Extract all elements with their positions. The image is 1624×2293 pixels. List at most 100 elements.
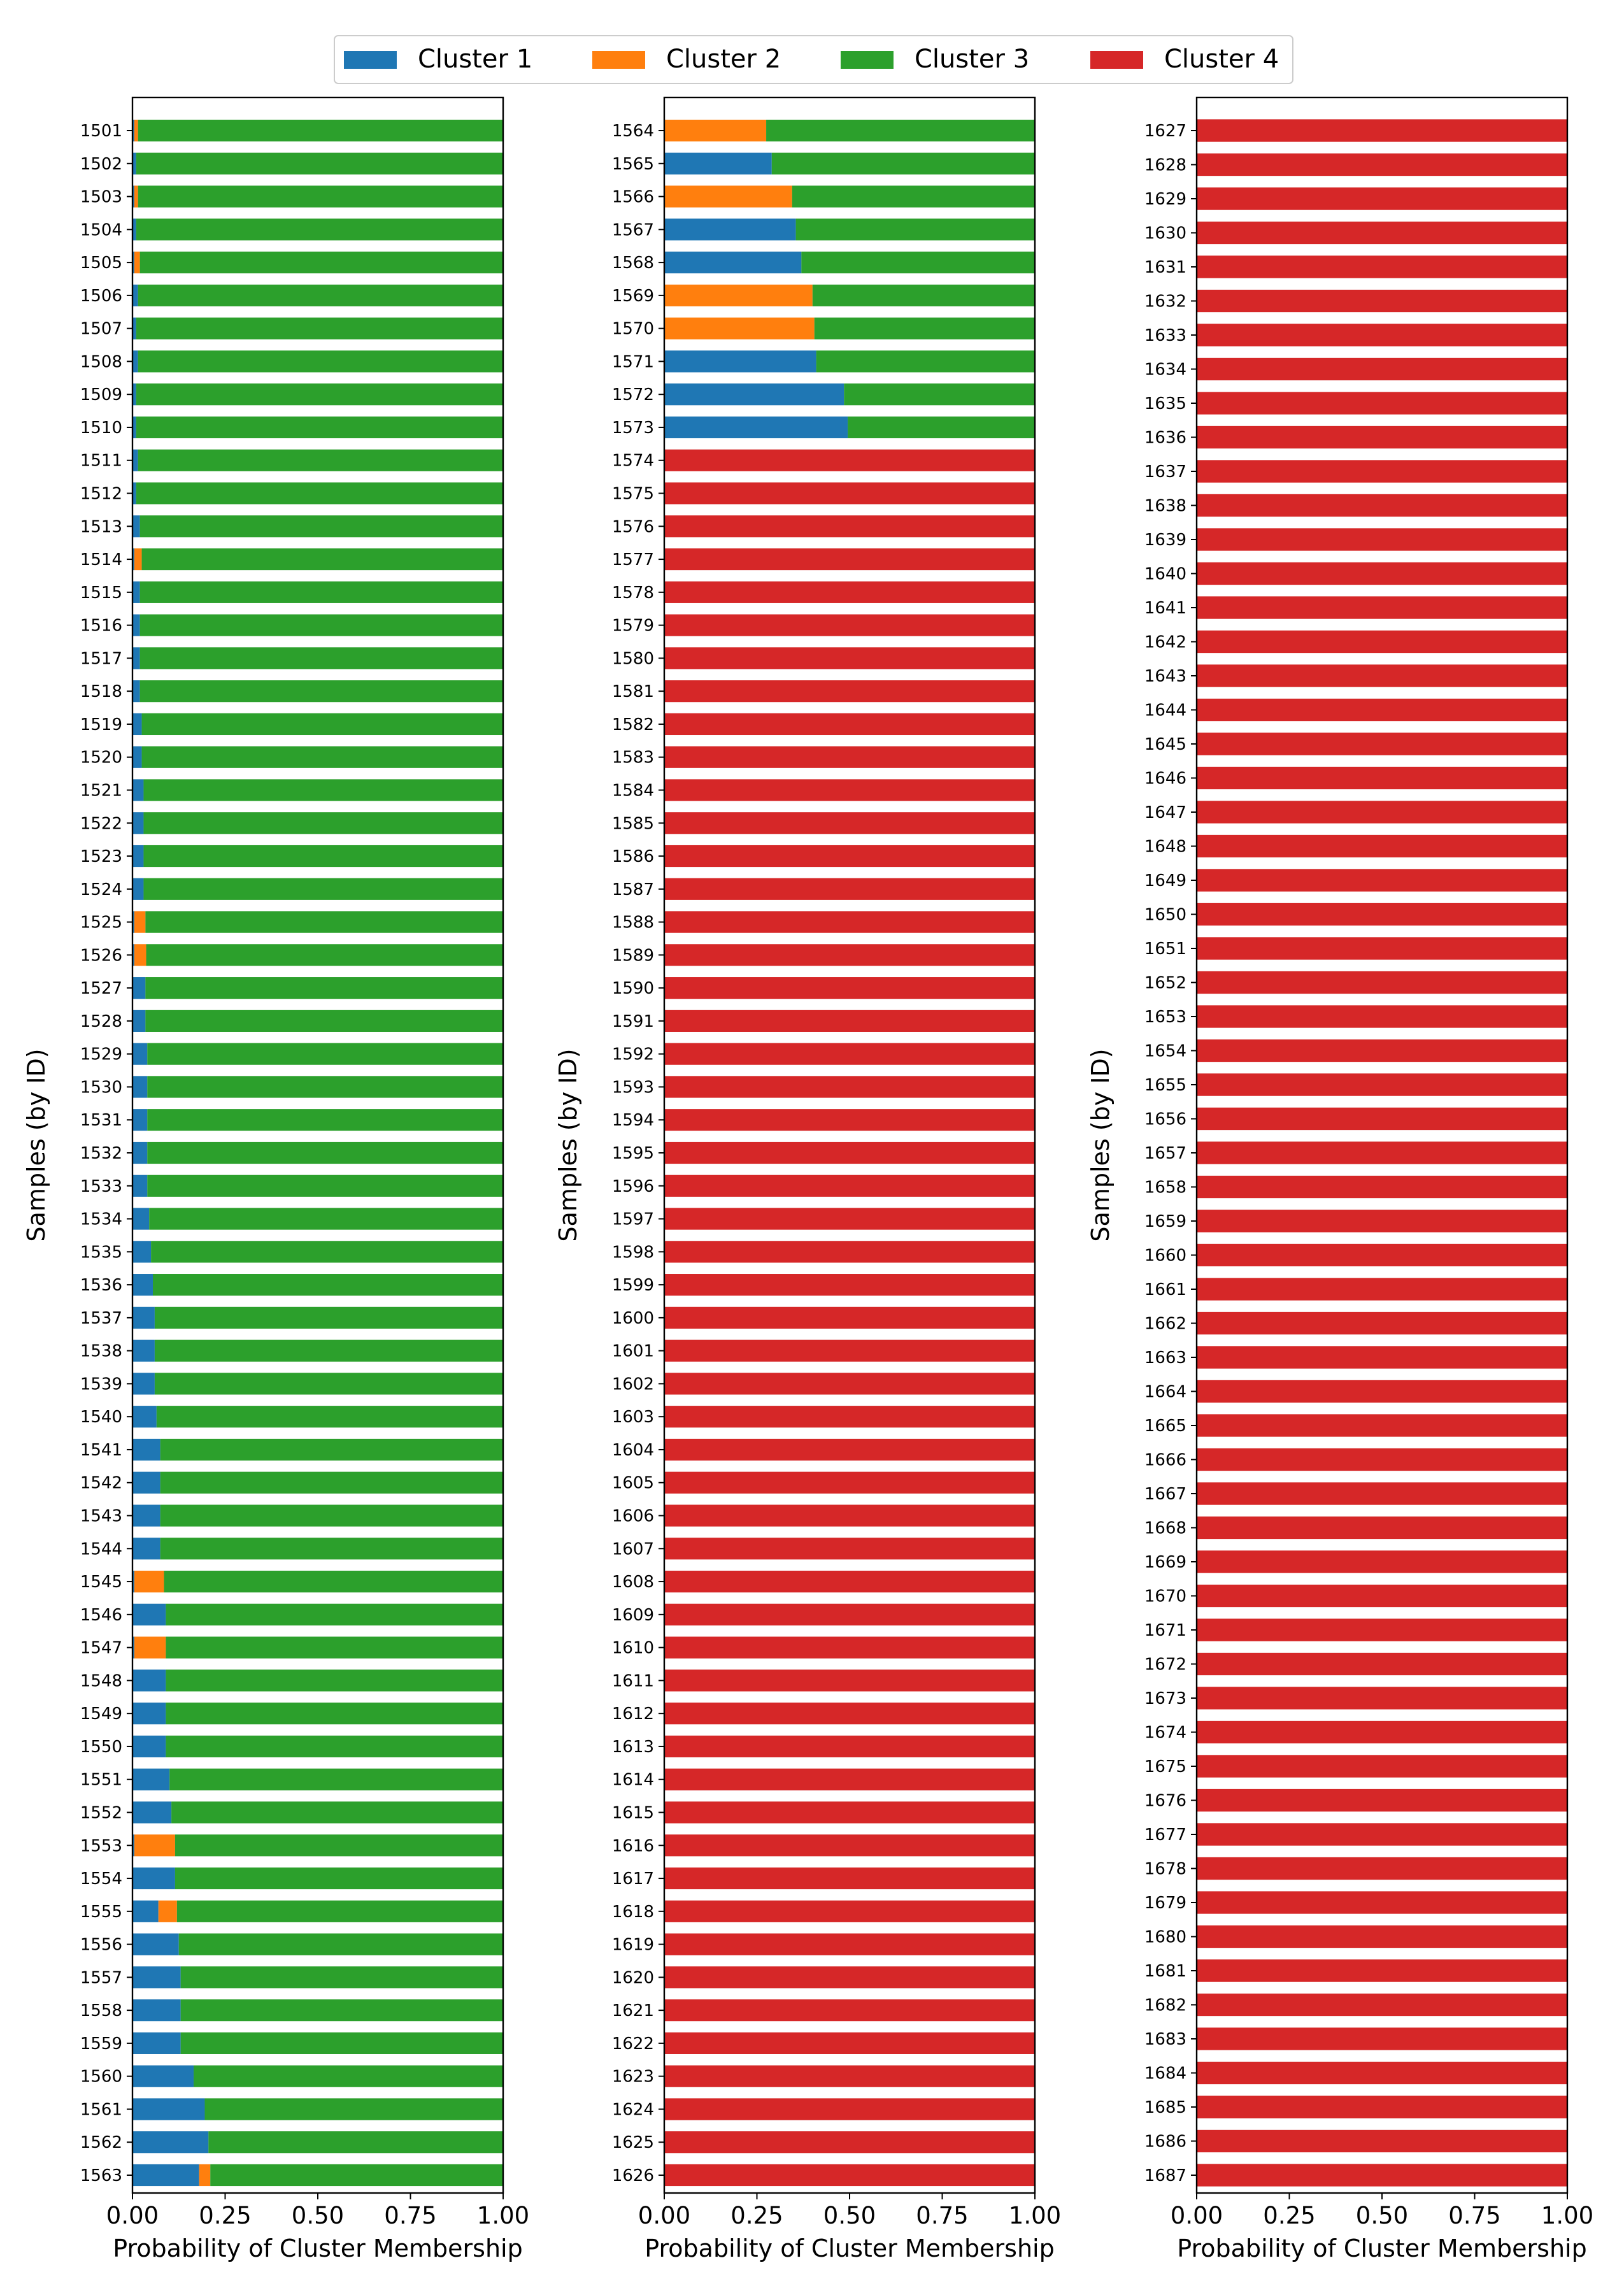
y-tick-label: 1523 [80, 847, 122, 866]
bar-1515-cluster-1 [132, 581, 140, 603]
bar-1680-cluster-4 [1197, 1925, 1567, 1948]
y-tick-label: 1613 [612, 1738, 654, 1757]
bar-1539-cluster-1 [132, 1373, 155, 1395]
bar-1588-cluster-4 [664, 911, 1035, 933]
x-tick-label: 1.00 [477, 2202, 529, 2229]
y-tick-label: 1615 [612, 1803, 654, 1822]
y-tick-label: 1557 [80, 1968, 122, 1987]
x-tick-label: 0.75 [384, 2202, 436, 2229]
y-tick-label: 1669 [1144, 1553, 1186, 1572]
bar-1544-cluster-3 [160, 1538, 503, 1560]
bar-1654-cluster-4 [1197, 1039, 1567, 1062]
y-tick-label: 1606 [612, 1507, 654, 1526]
bar-1531-cluster-1 [132, 1109, 148, 1131]
bar-1548-cluster-1 [132, 1669, 166, 1692]
y-tick-label: 1639 [1144, 531, 1186, 550]
y-tick-label: 1610 [612, 1639, 654, 1658]
bar-1554-cluster-1 [132, 1867, 175, 1890]
bar-1682-cluster-4 [1197, 1993, 1567, 2017]
bar-1659-cluster-4 [1197, 1210, 1567, 1232]
bar-1561-cluster-3 [204, 2098, 503, 2120]
y-tick-label: 1643 [1144, 667, 1186, 686]
bar-1608-cluster-4 [664, 1570, 1035, 1593]
bar-1545-cluster-2 [134, 1570, 164, 1593]
bar-1663-cluster-4 [1197, 1346, 1567, 1369]
x-tick-label: 1.00 [1541, 2202, 1593, 2229]
bar-1558-cluster-3 [180, 1999, 503, 2022]
bar-1566-cluster-3 [792, 185, 1035, 208]
y-tick-label: 1558 [80, 2001, 122, 2020]
bar-1558-cluster-1 [132, 1999, 181, 2022]
y-tick-label: 1625 [612, 2133, 654, 2152]
y-tick-label: 1607 [612, 1539, 654, 1559]
bar-1600-cluster-4 [664, 1306, 1035, 1329]
y-tick-label: 1603 [612, 1408, 654, 1427]
bar-1522-cluster-3 [143, 812, 503, 834]
y-tick-label: 1634 [1144, 361, 1186, 380]
x-axis-label: Probability of Cluster Membership [113, 2234, 522, 2262]
bar-1538-cluster-3 [154, 1339, 504, 1362]
bar-1581-cluster-4 [664, 680, 1035, 703]
y-tick-label: 1581 [612, 682, 654, 701]
bar-1542-cluster-3 [160, 1471, 503, 1494]
bar-1509-cluster-3 [136, 383, 503, 406]
y-tick-label: 1547 [80, 1639, 122, 1658]
bar-1611-cluster-4 [664, 1669, 1035, 1692]
y-tick-label: 1661 [1144, 1280, 1186, 1299]
bar-1665-cluster-4 [1197, 1414, 1567, 1437]
bar-1555-cluster-3 [176, 1900, 504, 1922]
y-tick-label: 1599 [612, 1276, 654, 1295]
y-tick-label: 1550 [80, 1738, 122, 1757]
bar-1686-cluster-4 [1197, 2129, 1567, 2153]
bar-1687-cluster-4 [1197, 2164, 1567, 2187]
legend-entry: Cluster 4 [1090, 45, 1279, 74]
bar-1658-cluster-4 [1197, 1175, 1567, 1199]
y-tick-label: 1601 [612, 1342, 654, 1361]
y-axis-label: Samples (by ID) [22, 1048, 50, 1241]
bar-1553-cluster-2 [134, 1834, 175, 1857]
bar-1641-cluster-4 [1197, 596, 1567, 619]
legend-entry: Cluster 3 [841, 45, 1029, 74]
bar-1534-cluster-1 [132, 1208, 150, 1230]
bar-1515-cluster-3 [139, 581, 503, 603]
y-tick-label: 1567 [612, 220, 654, 239]
bar-1502-cluster-3 [136, 152, 503, 175]
bar-1650-cluster-4 [1197, 903, 1567, 926]
y-tick-label: 1545 [80, 1573, 122, 1592]
bar-1573-cluster-3 [848, 416, 1035, 439]
y-tick-label: 1633 [1144, 326, 1186, 345]
y-tick-label: 1612 [612, 1704, 654, 1724]
bar-1674-cluster-4 [1197, 1720, 1567, 1744]
x-tick-label: 0.00 [638, 2202, 690, 2229]
bar-1568-cluster-1 [664, 252, 802, 274]
y-tick-label: 1632 [1144, 292, 1186, 311]
y-tick-label: 1656 [1144, 1110, 1186, 1129]
bar-1621-cluster-4 [664, 1999, 1035, 2022]
y-tick-label: 1597 [612, 1210, 654, 1229]
y-tick-label: 1636 [1144, 429, 1186, 448]
bar-1508-cluster-3 [138, 350, 504, 373]
bar-1649-cluster-4 [1197, 869, 1567, 892]
y-tick-label: 1519 [80, 715, 122, 734]
bar-1628-cluster-4 [1197, 153, 1567, 176]
bar-1545-cluster-3 [164, 1570, 504, 1593]
bar-1640-cluster-4 [1197, 562, 1567, 585]
bar-1521-cluster-1 [132, 779, 144, 801]
bar-1660-cluster-4 [1197, 1243, 1567, 1267]
legend-swatch [592, 51, 645, 69]
bar-1529-cluster-1 [132, 1043, 148, 1065]
y-tick-label: 1675 [1144, 1757, 1186, 1776]
bar-1582-cluster-4 [664, 713, 1035, 736]
bar-1514-cluster-3 [141, 548, 504, 571]
bar-1560-cluster-3 [194, 2065, 503, 2087]
bar-1550-cluster-3 [166, 1735, 503, 1758]
y-tick-label: 1534 [80, 1210, 122, 1229]
y-tick-label: 1521 [80, 781, 122, 800]
bar-1547-cluster-2 [134, 1636, 166, 1659]
bar-1530-cluster-3 [147, 1076, 503, 1098]
bar-1550-cluster-1 [132, 1735, 166, 1758]
bar-1552-cluster-1 [132, 1801, 172, 1824]
y-tick-label: 1627 [1144, 122, 1186, 141]
y-tick-label: 1670 [1144, 1587, 1186, 1606]
bar-1536-cluster-1 [132, 1274, 153, 1296]
